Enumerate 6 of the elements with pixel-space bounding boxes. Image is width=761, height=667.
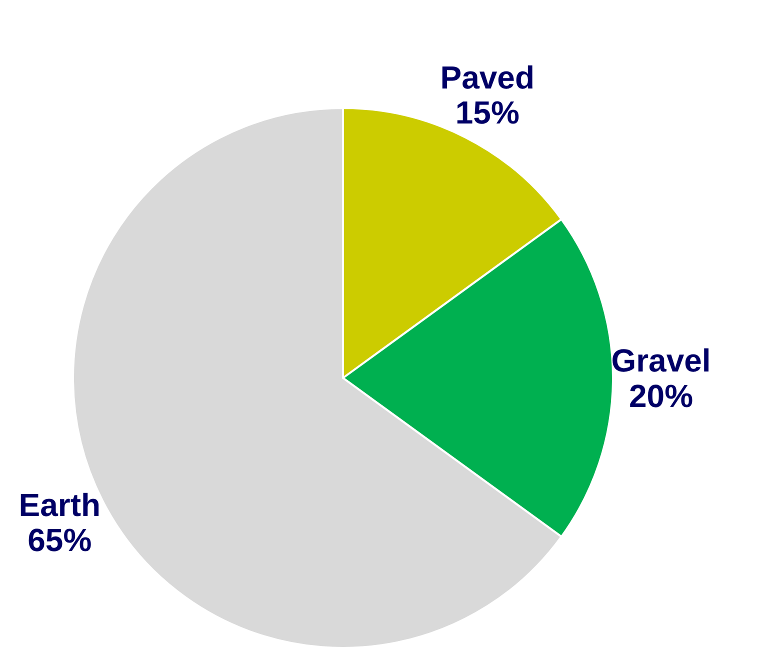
data-label: 20% bbox=[628, 378, 694, 414]
slice-label: Earth bbox=[18, 486, 101, 523]
slice-label: Paved bbox=[440, 59, 535, 96]
data-label: 15% bbox=[455, 94, 520, 130]
slice-label: Gravel bbox=[611, 342, 711, 379]
data-label: 65% bbox=[28, 522, 92, 558]
